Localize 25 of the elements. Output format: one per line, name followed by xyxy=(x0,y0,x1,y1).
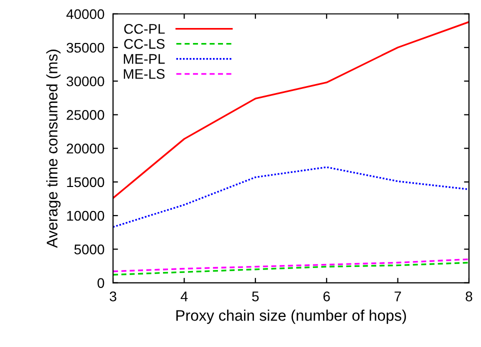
legend-label: CC-PL xyxy=(124,24,165,34)
line-series xyxy=(113,262,469,276)
x-tick-label: 7 xyxy=(394,292,401,302)
x-tick-label: 8 xyxy=(466,292,472,302)
legend-label: ME-PL xyxy=(124,54,165,64)
legend-label: CC-LS xyxy=(124,39,165,49)
y-tick-label: 20000 xyxy=(66,144,104,154)
x-tick-label: 6 xyxy=(323,292,330,302)
legend-label: ME-LS xyxy=(124,69,165,79)
x-axis-title: Proxy chain size (number of hops) xyxy=(176,310,406,324)
y-tick-label: 10000 xyxy=(67,210,104,221)
y-axis-title: Average time consumed (ms) xyxy=(46,50,61,248)
y-tick-label: 15000 xyxy=(67,177,104,188)
line-series xyxy=(113,21,469,199)
y-tick-label: 0 xyxy=(98,278,104,288)
x-tick-label: 3 xyxy=(110,292,116,302)
y-tick-label: 25000 xyxy=(66,110,104,120)
x-tick-label: 5 xyxy=(252,292,259,302)
line-series xyxy=(113,166,469,228)
y-tick-label: 35000 xyxy=(66,42,104,53)
y-tick-label: 5000 xyxy=(74,244,104,254)
x-tick-label: 4 xyxy=(180,292,188,302)
y-tick-label: 30000 xyxy=(66,76,104,86)
line-series xyxy=(113,258,469,272)
y-tick-label: 40000 xyxy=(66,9,104,20)
